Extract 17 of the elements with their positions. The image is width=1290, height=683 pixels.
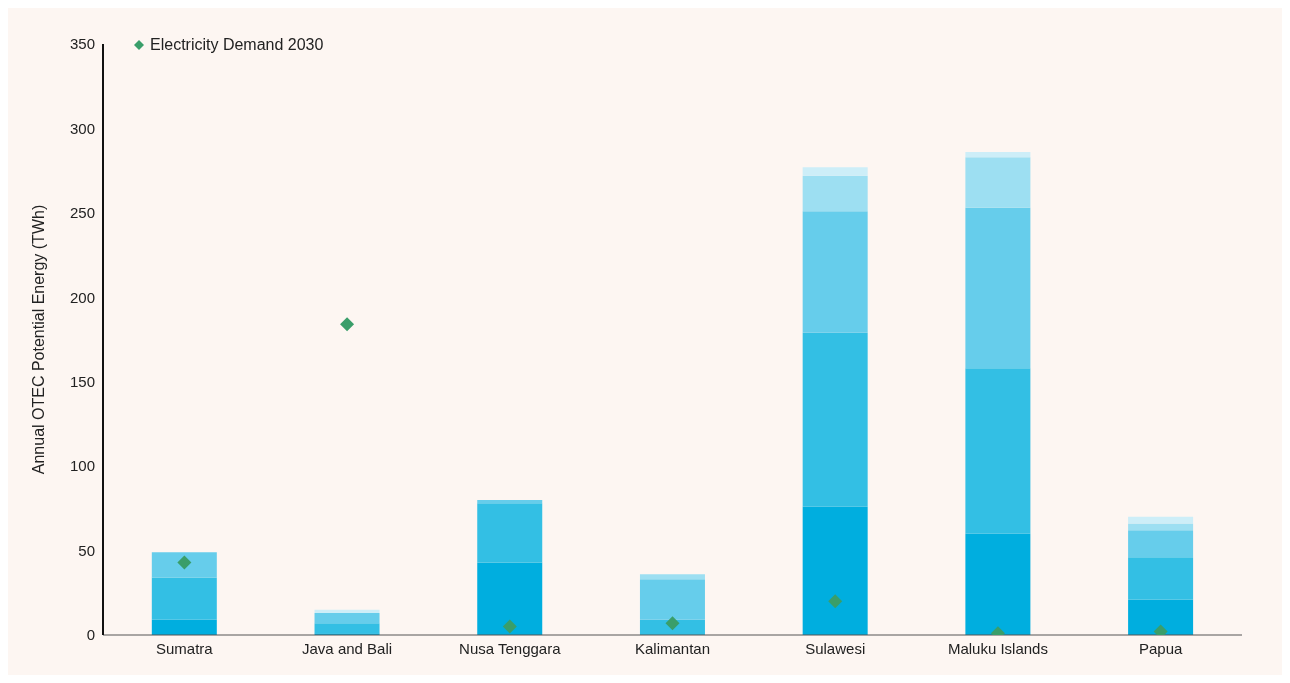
x-tick-label: Maluku Islands: [947, 639, 1048, 657]
y-tick-label: 0: [86, 626, 95, 644]
x-tick-label: Sumatra: [156, 639, 214, 657]
y-tick-label: 200: [69, 288, 95, 306]
x-tick-label: Sulawesi: [805, 639, 866, 657]
y-tick-label: 250: [69, 204, 95, 222]
x-tick-label: Java and Bali: [302, 639, 393, 657]
y-tick-label: 150: [69, 373, 95, 391]
x-tick-label: Kalimantan: [634, 639, 711, 657]
y-tick-label: 50: [78, 541, 95, 559]
x-tick-label: Nusa Tenggara: [459, 639, 562, 657]
legend-label: Electricity Demand 2030: [149, 36, 324, 54]
y-axis-title: Annual OTEC Potential Energy (TWh): [29, 204, 47, 475]
y-tick-label: 300: [69, 119, 95, 137]
x-tick-label: Papua: [1138, 639, 1183, 657]
y-tick-label: 100: [69, 457, 95, 475]
y-tick-label: 350: [69, 35, 95, 53]
